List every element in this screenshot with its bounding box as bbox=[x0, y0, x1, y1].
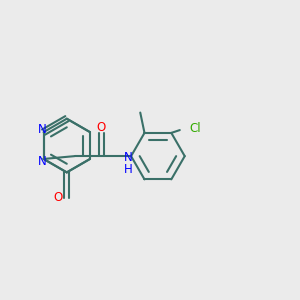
Text: Cl: Cl bbox=[189, 122, 201, 135]
Text: N: N bbox=[38, 155, 47, 168]
Text: N: N bbox=[38, 123, 47, 136]
Text: O: O bbox=[54, 191, 63, 204]
Text: N
H: N H bbox=[123, 151, 132, 176]
Text: O: O bbox=[97, 121, 106, 134]
